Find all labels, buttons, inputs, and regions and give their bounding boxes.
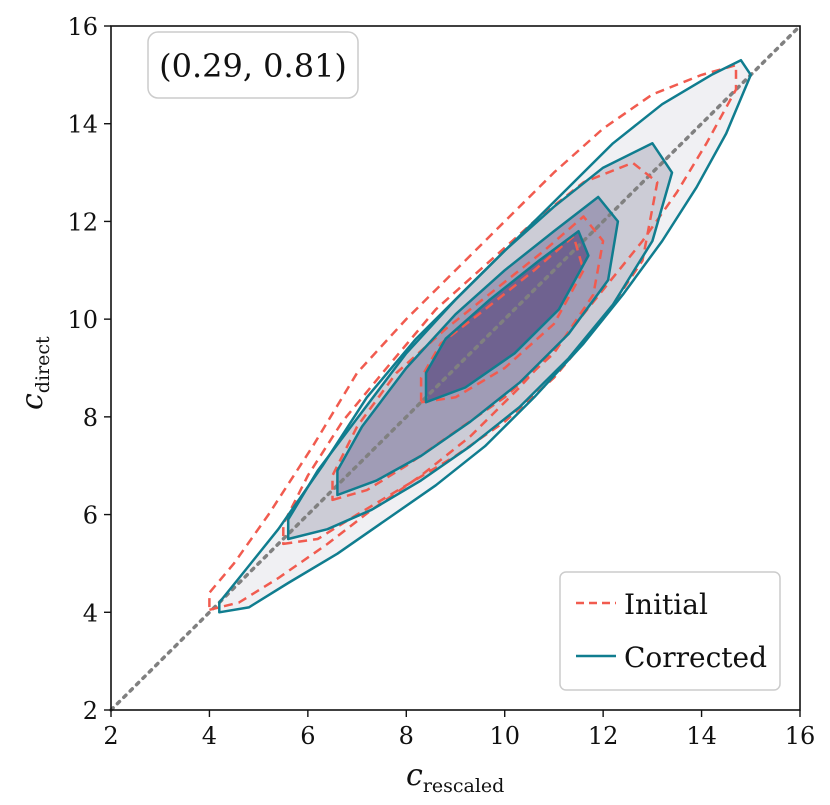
x-tick-label: 10 bbox=[489, 722, 520, 750]
x-tick-label: 14 bbox=[686, 722, 717, 750]
y-tick-label: 2 bbox=[83, 697, 98, 725]
y-axis-label: cdirect bbox=[15, 336, 54, 410]
x-axis-label-main: c bbox=[406, 758, 423, 793]
x-tick-label: 8 bbox=[399, 722, 414, 750]
x-axis-label: crescaled bbox=[406, 758, 504, 797]
y-tick-label: 10 bbox=[67, 306, 98, 334]
y-axis-ticks: 2 4 6 8 10 12 14 16 bbox=[67, 13, 111, 725]
legend-label-corrected: Corrected bbox=[624, 641, 767, 674]
x-tick-label: 16 bbox=[785, 722, 816, 750]
annotation-text: (0.29, 0.81) bbox=[159, 47, 347, 85]
y-tick-label: 14 bbox=[67, 111, 98, 139]
initial-contour-level-2 bbox=[282, 161, 659, 546]
y-tick-label: 4 bbox=[83, 599, 98, 627]
corrected-contour-level-1 bbox=[218, 58, 753, 614]
x-axis-label-sub: rescaled bbox=[423, 775, 505, 797]
y-tick-label: 6 bbox=[83, 502, 98, 530]
legend: Initial Corrected bbox=[559, 571, 781, 691]
legend-frame bbox=[559, 571, 781, 691]
x-axis-ticks: 2 4 6 8 10 12 14 16 bbox=[103, 710, 815, 750]
initial-contour-level-4 bbox=[419, 234, 585, 404]
x-tick-label: 12 bbox=[588, 722, 619, 750]
contour-line-layer bbox=[208, 58, 753, 614]
x-tick-label: 6 bbox=[300, 722, 315, 750]
y-tick-label: 8 bbox=[83, 404, 98, 432]
corrected-contour-level-2 bbox=[286, 142, 674, 541]
initial-contour-level-1 bbox=[208, 63, 738, 612]
x-tick-label: 4 bbox=[202, 722, 217, 750]
axes-frame bbox=[110, 25, 801, 711]
y-tick-label: 12 bbox=[67, 208, 98, 236]
corrected-contour-level-4 bbox=[424, 229, 590, 404]
y-tick-label: 16 bbox=[67, 13, 98, 41]
y-axis-label-main: c bbox=[15, 393, 50, 410]
annotation-frame bbox=[147, 31, 359, 99]
legend-label-initial: Initial bbox=[624, 588, 708, 621]
corrected-contour-level-3 bbox=[336, 195, 620, 497]
y-axis-label-sub: direct bbox=[32, 336, 54, 393]
annotation-box: (0.29, 0.81) bbox=[147, 31, 359, 99]
plot-frame bbox=[110, 25, 801, 711]
density-fill-layer bbox=[219, 60, 751, 613]
x-tick-label: 2 bbox=[103, 722, 118, 750]
